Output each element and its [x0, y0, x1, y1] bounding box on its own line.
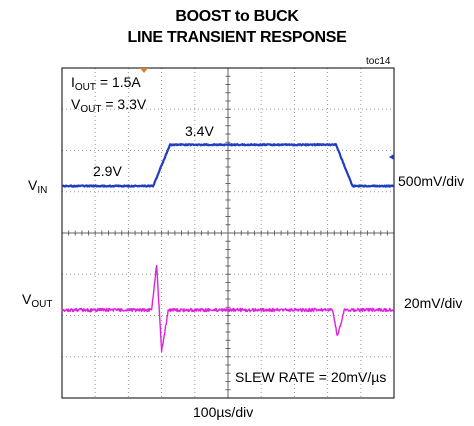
- plot-frame: [61, 67, 395, 399]
- vout-channel-label: VOUT: [22, 291, 53, 310]
- slew-rate-label: SLEW RATE = 20mV/µs: [235, 369, 387, 385]
- vout-condition: VOUT = 3.3V: [71, 96, 147, 115]
- chart-title-line2: LINE TRANSIENT RESPONSE: [127, 29, 347, 46]
- vin-channel-label: VIN: [28, 177, 48, 196]
- vin-trace: [61, 143, 395, 188]
- scope-grid: [61, 67, 395, 399]
- trigger-marker: [140, 68, 148, 73]
- chart-title-line1: BOOST to BUCK: [175, 8, 299, 25]
- figure-id: toc14: [366, 56, 391, 67]
- ch1-offset-marker: [389, 154, 394, 160]
- vin-low-label: 2.9V: [93, 163, 122, 179]
- vin-high-label: 3.4V: [185, 123, 214, 139]
- vout-scale-label: 20mV/div: [404, 295, 463, 311]
- vout-trace: [61, 264, 395, 353]
- vin-scale-label: 500mV/div: [398, 173, 465, 189]
- iout-condition: IOUT = 1.5A: [71, 74, 141, 93]
- x-scale-label: 100µs/div: [193, 404, 254, 420]
